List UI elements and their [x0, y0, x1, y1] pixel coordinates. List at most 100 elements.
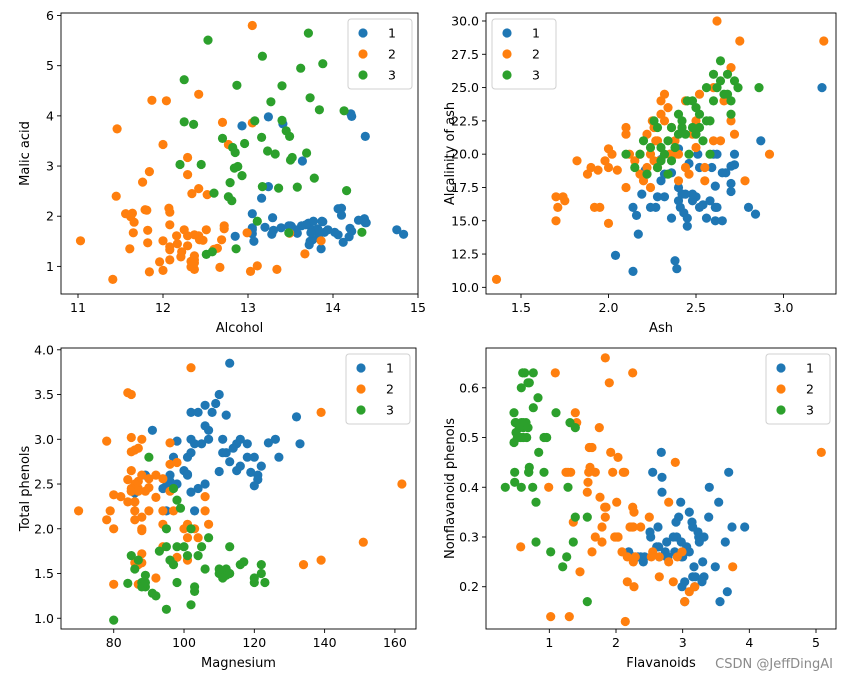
point-class-3 [582, 597, 592, 607]
point-class-3 [237, 171, 247, 181]
point-class-1 [225, 457, 235, 467]
point-class-2 [126, 486, 136, 496]
point-class-3 [196, 159, 206, 170]
point-class-2 [172, 457, 182, 468]
point-class-1 [147, 425, 157, 435]
point-class-3 [257, 51, 267, 61]
point-class-2 [179, 524, 189, 534]
point-class-1 [631, 210, 642, 220]
point-class-1 [698, 557, 708, 567]
point-class-1 [237, 121, 247, 131]
point-class-3 [666, 156, 677, 166]
point-class-1 [657, 472, 667, 482]
points-1 [75, 20, 409, 284]
point-class-2 [144, 267, 154, 277]
point-class-1 [249, 481, 259, 491]
point-class-2 [644, 512, 654, 522]
point-class-2 [600, 353, 610, 363]
point-class-1 [246, 467, 256, 477]
point-class-2 [645, 182, 656, 193]
points-3 [74, 358, 407, 625]
point-class-2 [140, 486, 150, 496]
point-class-2 [570, 408, 580, 418]
y-tick-label: 2 [46, 209, 54, 224]
point-class-3 [285, 155, 296, 165]
point-class-3 [516, 418, 526, 428]
point-class-2 [242, 228, 252, 238]
point-class-2 [108, 274, 118, 284]
point-class-2 [819, 36, 829, 46]
point-class-2 [189, 258, 199, 268]
point-class-2 [183, 170, 193, 180]
legend-marker-2 [356, 384, 366, 394]
y-tick-label: 20.0 [451, 147, 479, 162]
point-class-2 [654, 572, 664, 582]
point-class-2 [105, 506, 115, 516]
x-tick-label: 1 [545, 635, 553, 650]
point-class-1 [743, 202, 754, 212]
x-tick-label: 120 [242, 635, 266, 650]
point-class-1 [235, 434, 245, 444]
point-class-2 [151, 470, 161, 480]
x-tick-label: 15 [410, 300, 426, 315]
point-class-3 [172, 495, 182, 505]
y-tick-label: 2.5 [34, 477, 54, 492]
point-class-2 [137, 524, 147, 534]
point-class-2 [659, 89, 670, 99]
x-tick-label: 3.0 [774, 300, 794, 315]
point-class-3 [715, 76, 726, 86]
point-class-3 [698, 136, 708, 146]
point-class-2 [143, 225, 153, 235]
point-class-2 [572, 156, 582, 166]
point-class-2 [621, 182, 631, 193]
point-class-3 [570, 423, 580, 433]
x-tick-label: 2 [612, 635, 620, 650]
point-class-3 [179, 117, 189, 127]
point-class-3 [239, 557, 249, 567]
point-class-2 [620, 467, 630, 477]
point-class-1 [817, 83, 827, 93]
x-tick-label: 5 [812, 635, 820, 650]
point-class-3 [638, 136, 649, 146]
point-class-3 [140, 570, 150, 580]
point-class-3 [257, 132, 267, 142]
point-class-1 [228, 443, 238, 453]
point-class-1 [701, 213, 712, 223]
point-class-1 [668, 532, 678, 542]
point-class-1 [720, 537, 730, 547]
point-class-3 [218, 573, 228, 583]
x-tick-label: 2.0 [599, 300, 619, 315]
point-class-3 [708, 69, 719, 79]
point-class-3 [186, 524, 196, 534]
point-class-1 [750, 209, 761, 219]
point-class-1 [297, 156, 307, 166]
y-axis-label: Malic acid [18, 121, 33, 186]
y-tick-label: 0.5 [459, 430, 479, 445]
point-class-1 [399, 229, 409, 239]
point-class-1 [680, 189, 691, 199]
point-class-2 [597, 522, 607, 532]
point-class-3 [518, 368, 528, 378]
legend-label: 1 [386, 361, 394, 376]
point-class-3 [240, 138, 250, 149]
point-class-2 [617, 547, 627, 557]
point-class-2 [102, 515, 112, 525]
point-class-3 [197, 542, 207, 552]
point-class-2 [597, 537, 607, 547]
point-class-3 [257, 182, 267, 192]
point-class-3 [666, 122, 677, 133]
point-class-1 [186, 407, 196, 417]
legend-marker-2 [358, 49, 368, 59]
y-tick-label: 27.5 [451, 47, 479, 62]
point-class-3 [151, 591, 161, 601]
point-class-2 [544, 482, 554, 492]
point-class-3 [510, 477, 520, 487]
point-class-2 [252, 261, 262, 271]
point-class-2 [158, 139, 168, 150]
point-class-3 [182, 551, 193, 561]
point-class-2 [109, 524, 119, 534]
point-class-3 [708, 96, 719, 106]
point-class-2 [112, 124, 122, 134]
point-class-1 [707, 162, 717, 173]
